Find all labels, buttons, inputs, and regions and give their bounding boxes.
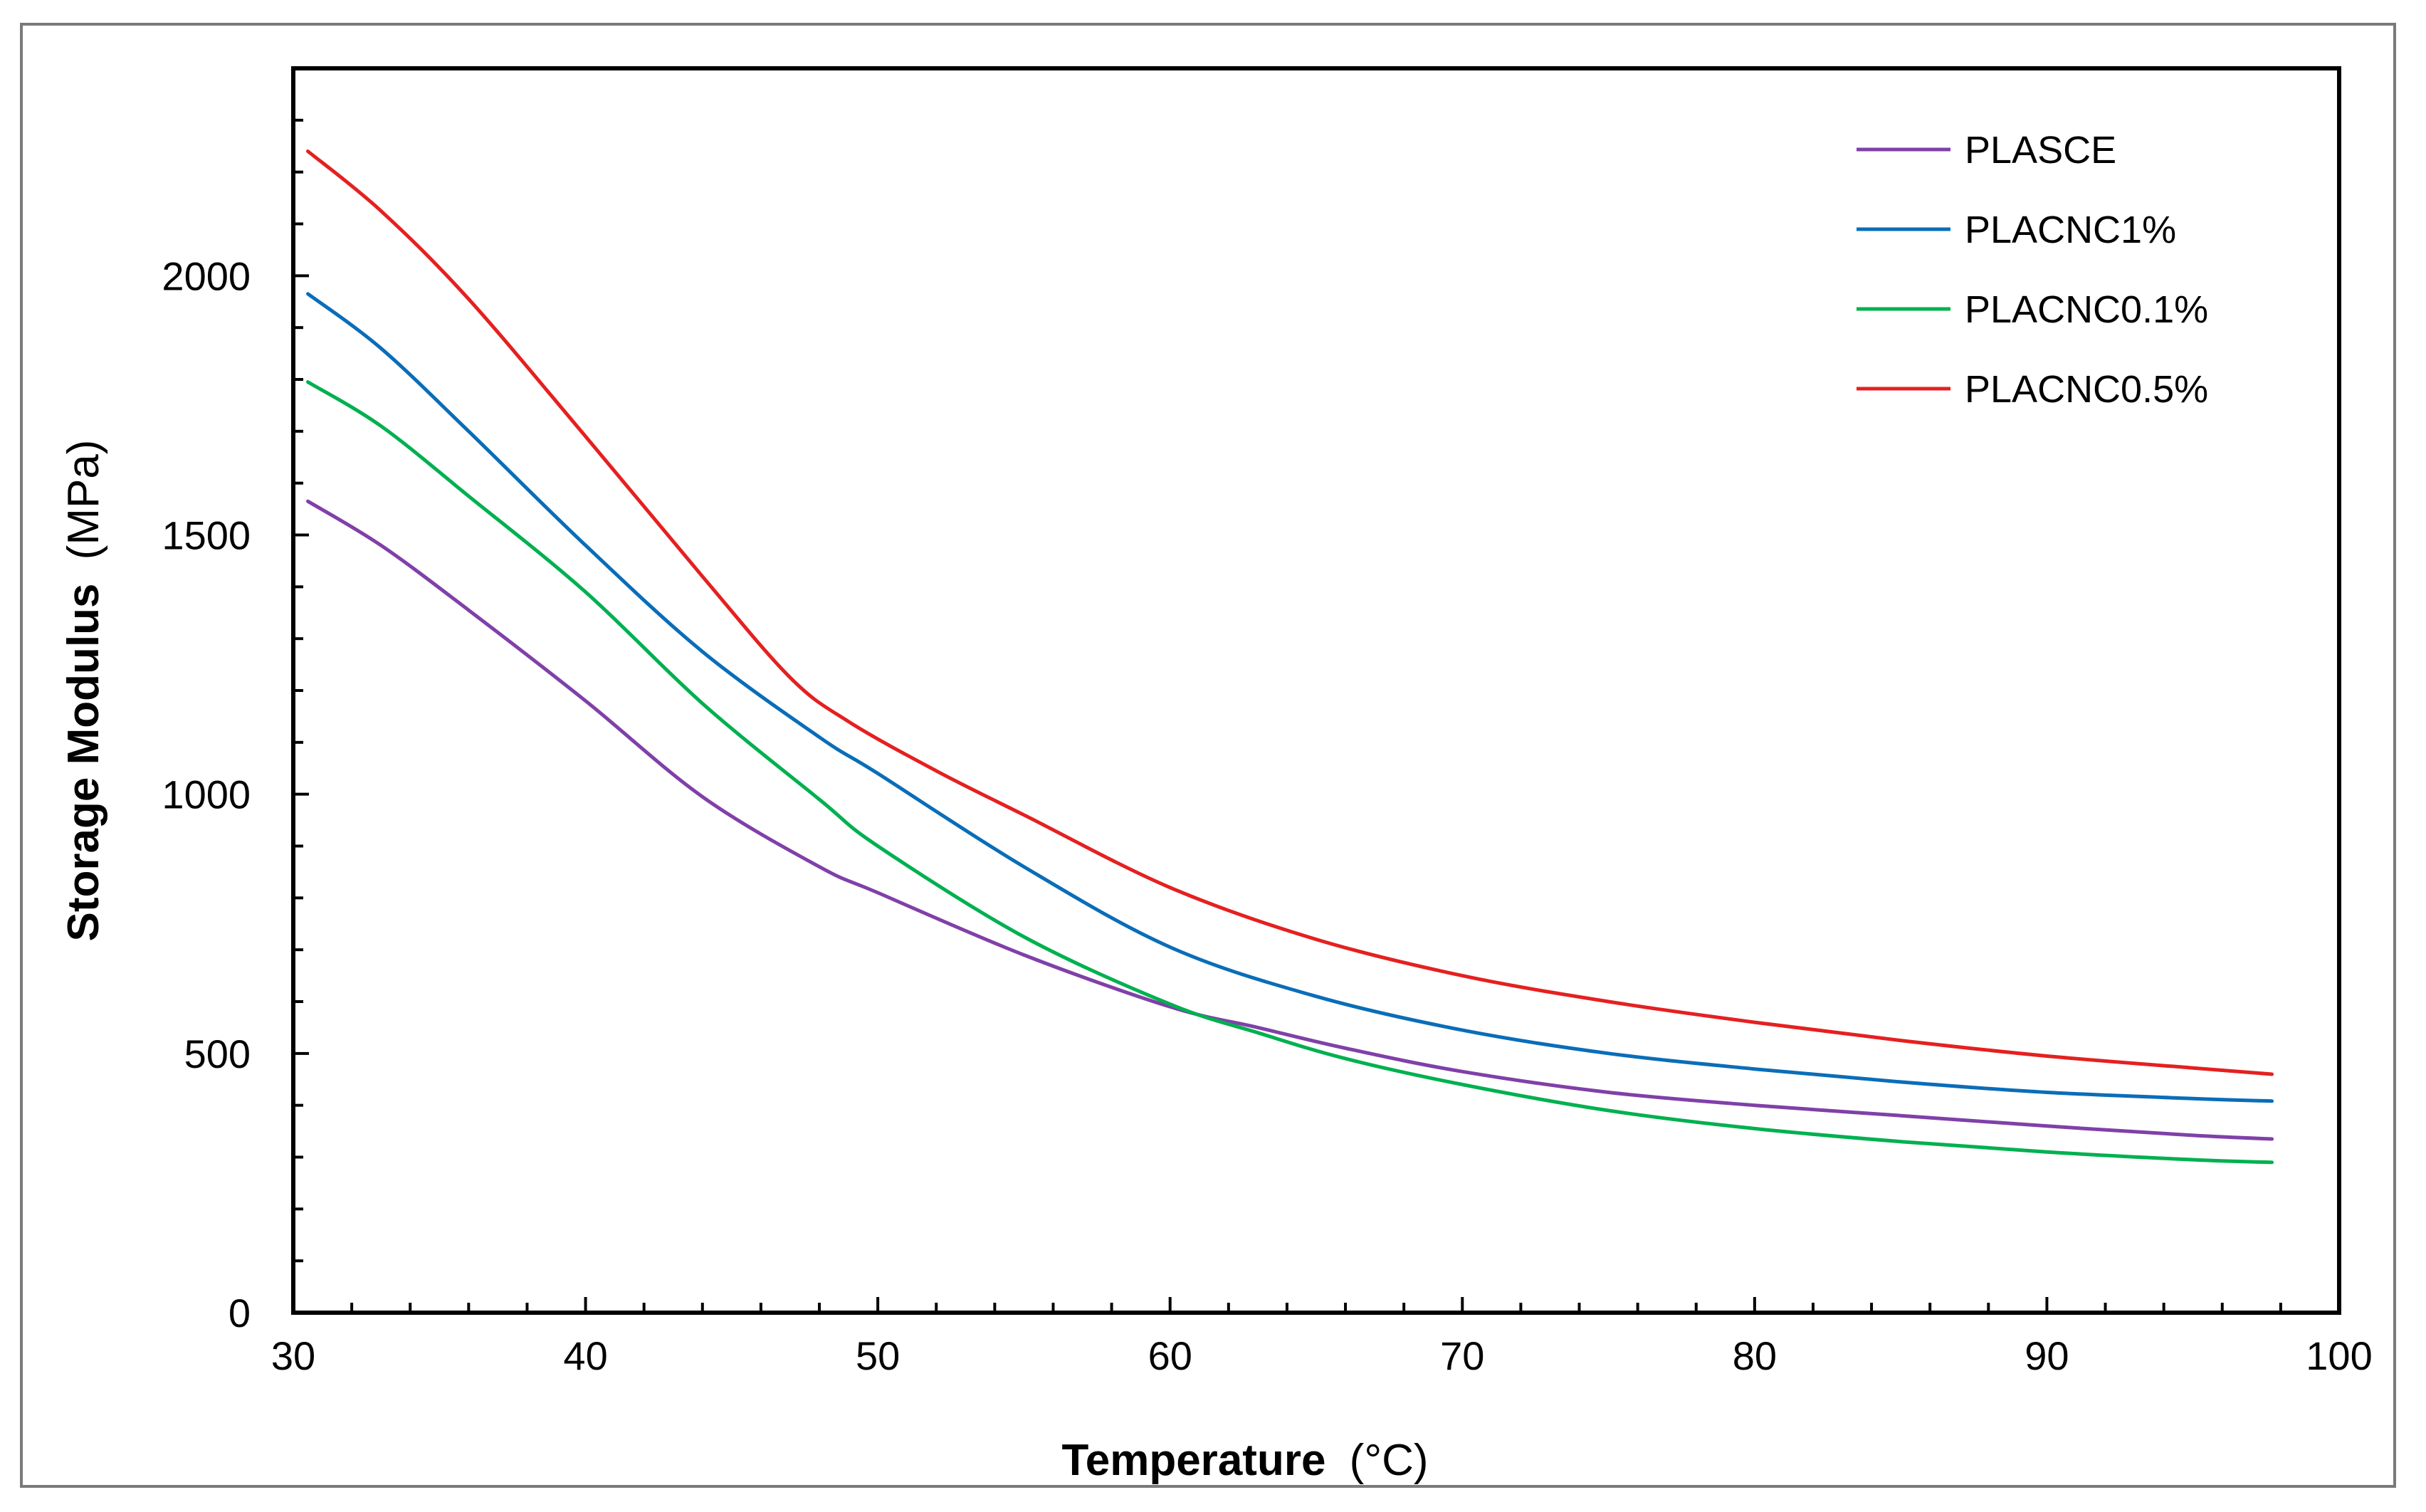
plot-area (291, 66, 2341, 1315)
legend-label-placnc0-1: PLACNC0.1% (1965, 288, 2208, 331)
series-line-placnc0-5 (306, 149, 2274, 1076)
y-axis-title-label: Storage Modulus (59, 584, 108, 942)
y-tick-label: 1000 (162, 772, 251, 817)
x-tick-label: 60 (1148, 1333, 1192, 1378)
x-tick-label: 30 (271, 1333, 315, 1378)
x-tick-label: 40 (563, 1333, 607, 1378)
legend-label-placnc0-5: PLACNC0.5% (1965, 368, 2208, 411)
chart-frame (20, 23, 2396, 1488)
series-line-plasce (306, 499, 2274, 1141)
x-axis-title: Temperature (°C) (1061, 1436, 1428, 1485)
y-tick-label: 500 (184, 1031, 251, 1076)
y-tick-label: 1500 (162, 513, 251, 558)
y-tick-label: 2000 (162, 253, 251, 298)
x-tick-label: 100 (2306, 1333, 2372, 1378)
x-tick-label: 70 (1440, 1333, 1484, 1378)
x-axis-title-unit: (°C) (1350, 1436, 1429, 1485)
y-axis-title: Storage Modulus (MPa) (59, 440, 108, 942)
x-tick-label: 50 (856, 1333, 900, 1378)
y-tick-label: 0 (229, 1291, 251, 1335)
x-tick-label: 80 (1733, 1333, 1777, 1378)
y-axis-title-unit: (MPa) (59, 440, 108, 560)
series-line-placnc1 (306, 292, 2274, 1103)
x-tick-label: 90 (2025, 1333, 2069, 1378)
x-axis-title-label: Temperature (1061, 1436, 1325, 1485)
legend-label-plasce: PLASCE (1965, 129, 2116, 172)
legend-label-placnc1: PLACNC1% (1965, 209, 2176, 251)
series-line-placnc0-1 (306, 380, 2274, 1165)
